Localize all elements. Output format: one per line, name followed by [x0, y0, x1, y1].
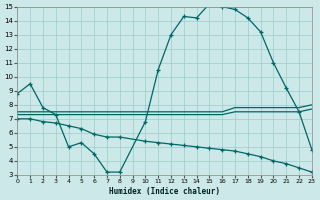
X-axis label: Humidex (Indice chaleur): Humidex (Indice chaleur) — [109, 187, 220, 196]
